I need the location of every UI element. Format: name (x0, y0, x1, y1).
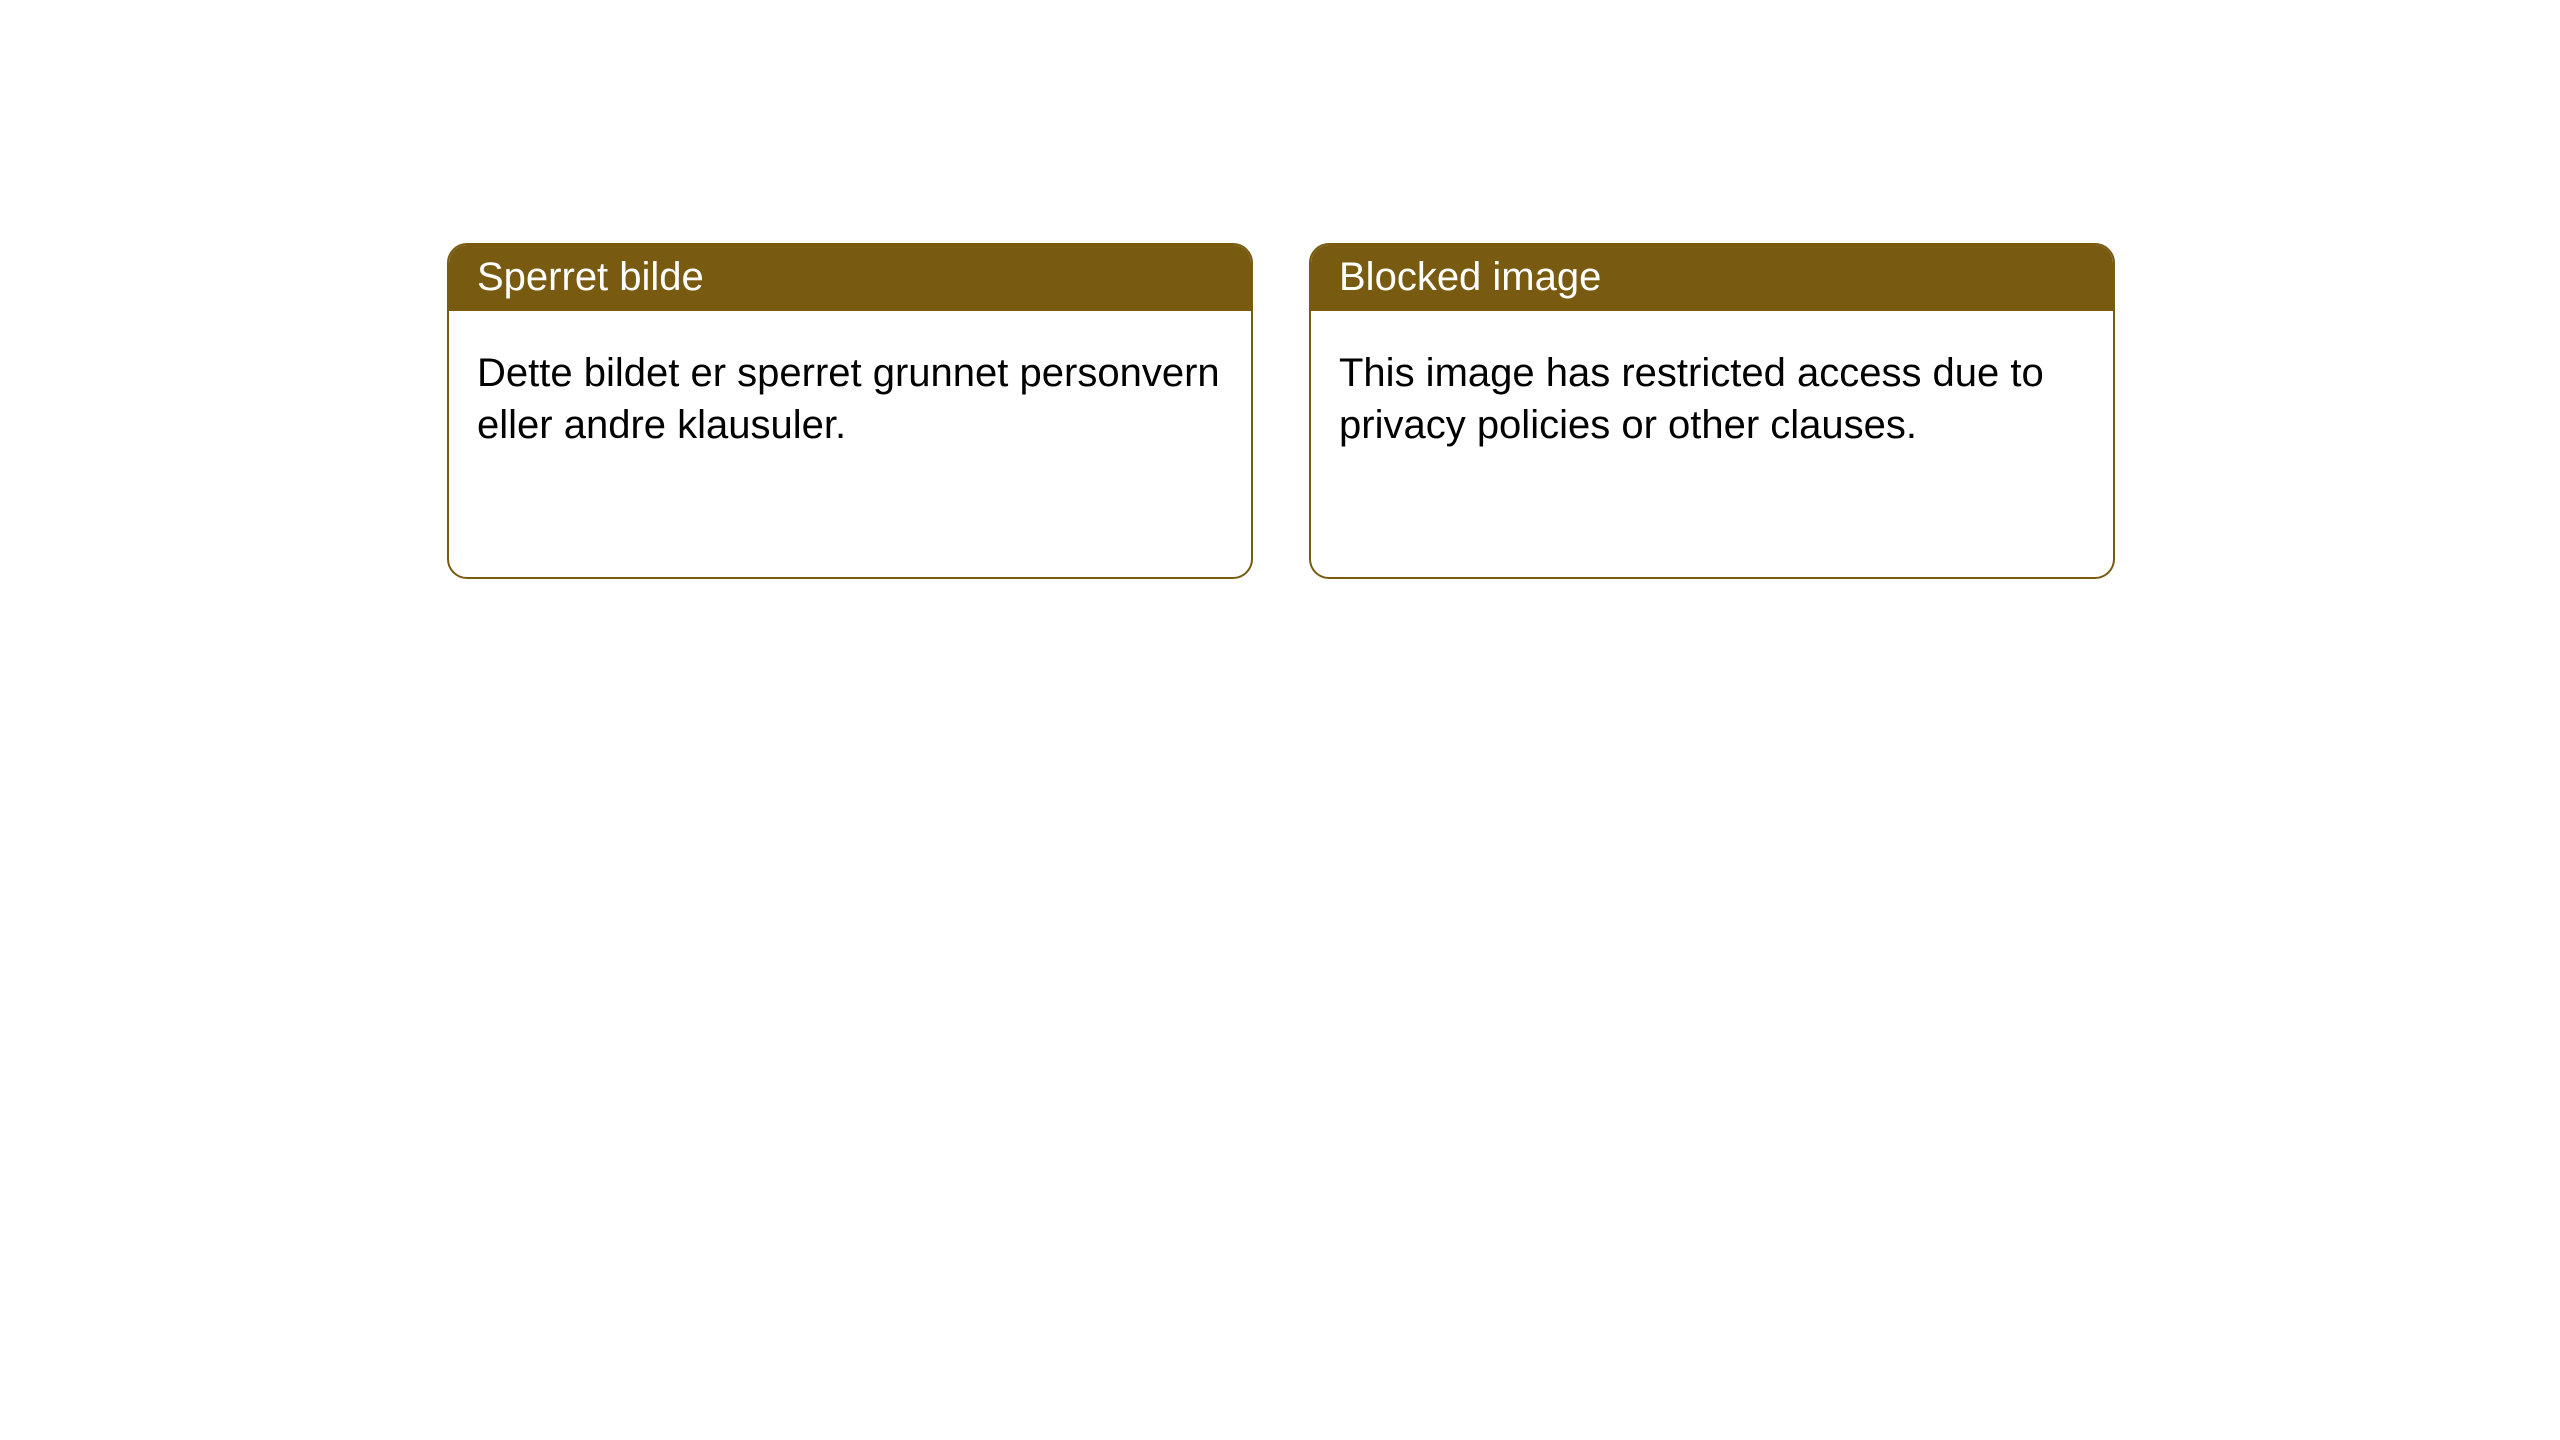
card-title: Sperret bilde (477, 255, 704, 299)
notice-cards-container: Sperret bilde Dette bildet er sperret gr… (0, 0, 2560, 579)
card-body-text: This image has restricted access due to … (1339, 351, 2044, 447)
card-body: Dette bildet er sperret grunnet personve… (449, 311, 1251, 487)
notice-card-norwegian: Sperret bilde Dette bildet er sperret gr… (447, 243, 1253, 579)
card-body: This image has restricted access due to … (1311, 311, 2113, 487)
card-body-text: Dette bildet er sperret grunnet personve… (477, 351, 1220, 447)
notice-card-english: Blocked image This image has restricted … (1309, 243, 2115, 579)
card-header: Sperret bilde (449, 245, 1251, 311)
card-title: Blocked image (1339, 255, 1601, 299)
card-header: Blocked image (1311, 245, 2113, 311)
